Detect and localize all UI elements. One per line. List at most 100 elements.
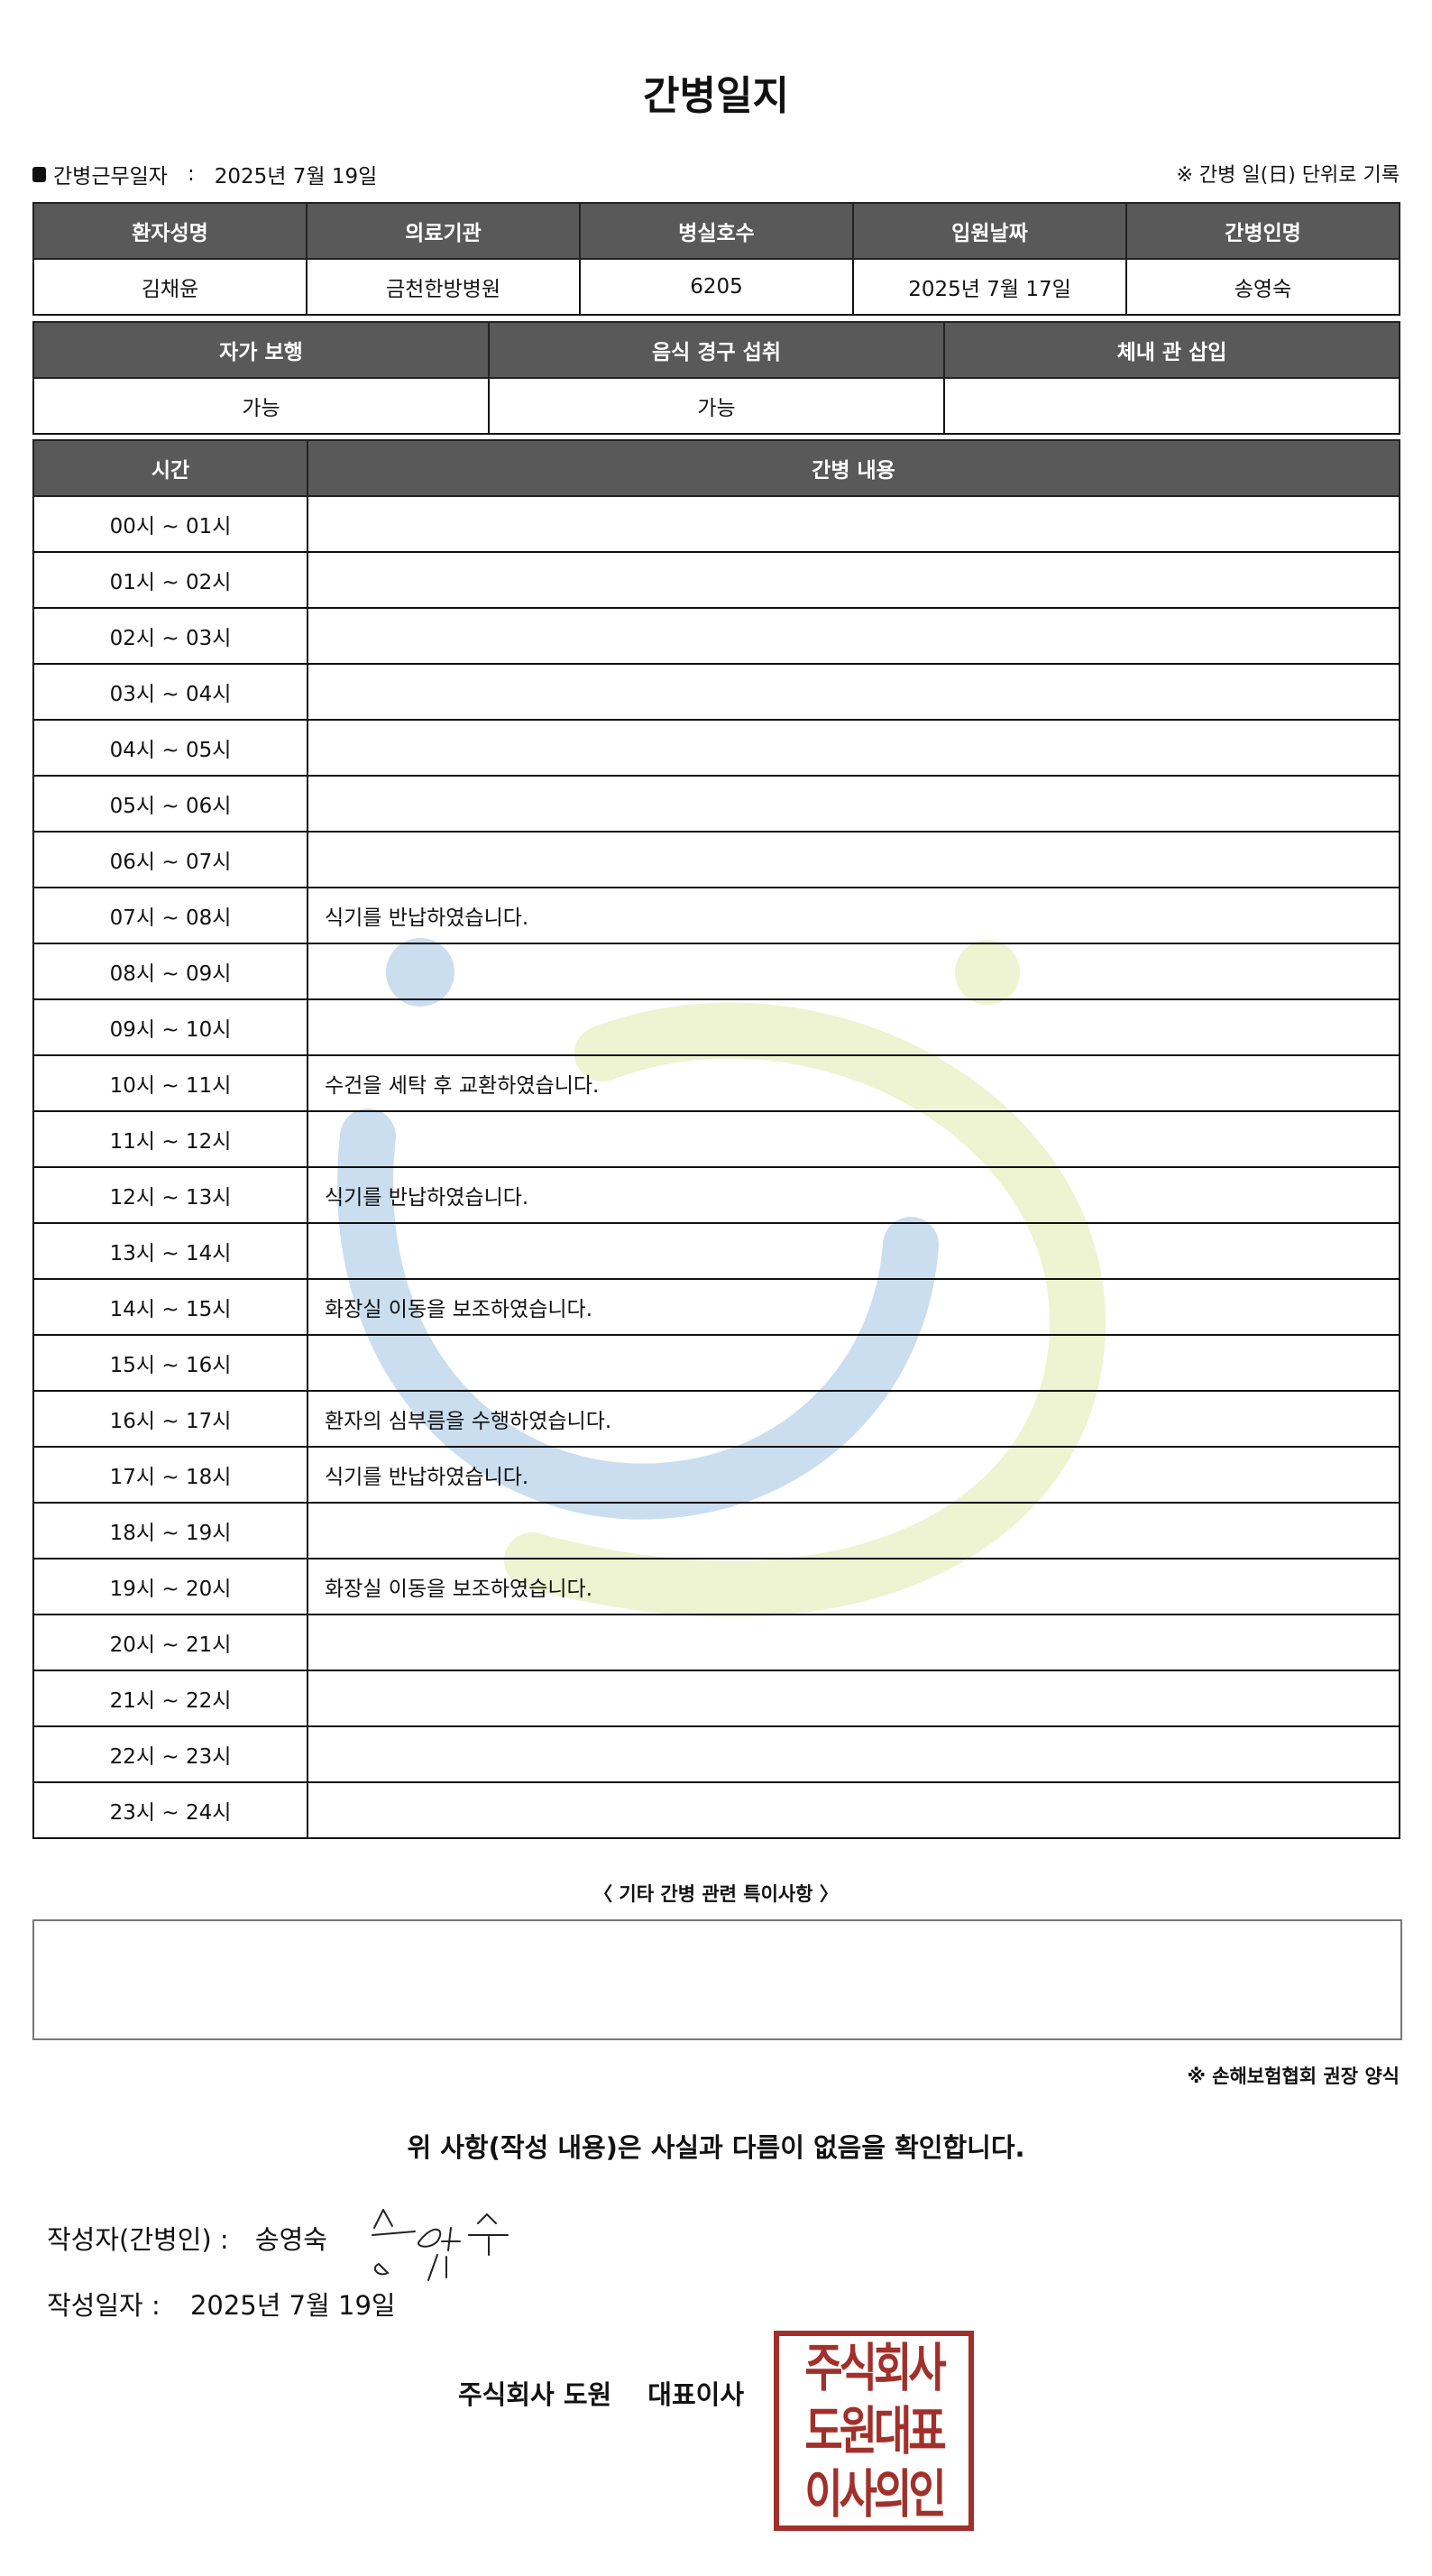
header-cell: 병실호수: [579, 202, 854, 260]
written-date-label: 작성일자 :: [47, 2290, 161, 2321]
page-title: 간병일지: [643, 73, 789, 119]
table-row: 18시 ~ 19시: [32, 1502, 1400, 1559]
seal-line: 이사의인: [804, 2463, 946, 2525]
care-content-cell: 식기를 반납하였습니다.: [307, 887, 1400, 944]
table-row: 14시 ~ 15시 화장실 이동을 보조하였습니다.: [32, 1278, 1400, 1336]
table-row: 15시 ~ 16시: [32, 1334, 1400, 1392]
written-date-value: 2025년 7월 19일: [189, 2290, 396, 2321]
care-content-cell: [307, 1614, 1400, 1671]
seal-line: 도원대표: [804, 2400, 946, 2461]
company-title: 대표이사: [647, 2379, 745, 2410]
table-row: 04시 ~ 05시: [32, 719, 1400, 777]
work-date: 간병근무일자 : 2025년 7월 19일: [32, 159, 377, 189]
self-walking: 가능: [32, 377, 490, 435]
time-cell: 01시 ~ 02시: [32, 551, 308, 609]
care-content-cell: [307, 607, 1400, 665]
work-date-label: 간병근무일자: [53, 165, 168, 189]
room-number: 6205: [579, 258, 854, 316]
header-cell: 간병인명: [1125, 202, 1400, 260]
time-cell: 12시 ~ 13시: [32, 1166, 308, 1224]
care-content-cell: 환자의 심부름을 수행하였습니다.: [307, 1390, 1400, 1448]
time-cell: 02시 ~ 03시: [32, 607, 308, 665]
care-content-cell: 식기를 반납하였습니다.: [307, 1446, 1400, 1504]
writer-name: 송영숙: [254, 2224, 327, 2255]
table-row: 19시 ~ 20시 화장실 이동을 보조하였습니다.: [32, 1558, 1400, 1615]
time-cell: 21시 ~ 22시: [32, 1670, 308, 1727]
care-content-cell: [307, 551, 1400, 609]
time-cell: 18시 ~ 19시: [32, 1502, 308, 1559]
table-row: 11시 ~ 12시: [32, 1110, 1400, 1168]
time-cell: 16시 ~ 17시: [32, 1390, 308, 1448]
care-log-table: 시간 간병 내용 00시 ~ 01시 01시 ~ 02시 02시 ~ 03시 03시 …: [32, 439, 1400, 1839]
care-content-cell: [307, 1110, 1400, 1168]
written-date-line: 작성일자 : 2025년 7월 19일: [47, 2285, 396, 2323]
notes-box: [32, 1919, 1402, 2040]
table-row: 13시 ~ 14시: [32, 1222, 1400, 1280]
header-cell: 체내 관 삽입: [943, 321, 1400, 379]
care-content-cell: [307, 719, 1400, 777]
care-content-cell: 화장실 이동을 보조하였습니다.: [307, 1278, 1400, 1336]
table-row: 00시 ~ 01시: [32, 495, 1400, 553]
time-cell: 19시 ~ 20시: [32, 1558, 308, 1615]
time-cell: 23시 ~ 24시: [32, 1781, 308, 1839]
table-row: 10시 ~ 11시 수건을 세탁 후 교환하였습니다.: [32, 1054, 1400, 1112]
table-row: 22시 ~ 23시: [32, 1725, 1400, 1783]
care-content-cell: [307, 1222, 1400, 1280]
time-cell: 00시 ~ 01시: [32, 495, 308, 553]
care-content-cell: 화장실 이동을 보조하였습니다.: [307, 1558, 1400, 1615]
patient-name: 김채윤: [32, 258, 308, 316]
work-date-sep: :: [187, 162, 195, 186]
care-content-cell: [307, 1781, 1400, 1839]
work-date-value: 2025년 7월 19일: [214, 165, 378, 189]
table-row: 08시 ~ 09시: [32, 943, 1400, 1000]
admission-date: 2025년 7월 17일: [852, 258, 1127, 316]
table-row: 05시 ~ 06시: [32, 775, 1400, 833]
seal-line: 주식회사: [804, 2337, 946, 2398]
care-content-cell: [307, 775, 1400, 833]
hospital: 금천한방병원: [306, 258, 581, 316]
time-cell: 03시 ~ 04시: [32, 663, 308, 721]
time-cell: 15시 ~ 16시: [32, 1334, 308, 1392]
writer-line: 작성자(간병인) : 송영숙: [47, 2219, 345, 2257]
time-cell: 04시 ~ 05시: [32, 719, 308, 777]
care-content-cell: [307, 831, 1400, 888]
caregiver-name: 송영숙: [1125, 258, 1400, 316]
header-cell: 환자성명: [32, 202, 308, 260]
header-cell: 음식 경구 섭취: [488, 321, 945, 379]
writer-label: 작성자(간병인) :: [47, 2224, 229, 2255]
table-row: 17시 ~ 18시 식기를 반납하였습니다.: [32, 1446, 1400, 1504]
table-row: 12시 ~ 13시 식기를 반납하였습니다.: [32, 1166, 1400, 1224]
header-cell: 자가 보행: [32, 321, 490, 379]
tube-insertion: [943, 377, 1400, 435]
time-cell: 06시 ~ 07시: [32, 831, 308, 888]
notes-title: 〈 기타 간병 관련 특이사항 〉: [593, 1883, 839, 1905]
care-content-cell: 식기를 반납하였습니다.: [307, 1166, 1400, 1224]
table-row: 07시 ~ 08시 식기를 반납하였습니다.: [32, 887, 1400, 944]
time-cell: 05시 ~ 06시: [32, 775, 308, 833]
header-cell: 의료기관: [306, 202, 581, 260]
header-cell: 입원날짜: [852, 202, 1127, 260]
table-row: 21시 ~ 22시: [32, 1670, 1400, 1727]
time-cell: 10시 ~ 11시: [32, 1054, 308, 1112]
table-row: 01시 ~ 02시: [32, 551, 1400, 609]
confirmation-statement: 위 사항(작성 내용)은 사실과 다름이 없음을 확인합니다.: [407, 2132, 1025, 2163]
care-content-cell: [307, 943, 1400, 1000]
handwritten-signature: [372, 2209, 509, 2281]
table-row: 06시 ~ 07시: [32, 831, 1400, 888]
time-cell: 09시 ~ 10시: [32, 998, 308, 1056]
care-content-cell: [307, 1334, 1400, 1392]
bullet-square-icon: [32, 166, 46, 182]
time-cell: 22시 ~ 23시: [32, 1725, 308, 1783]
table-row: 23시 ~ 24시: [32, 1781, 1400, 1839]
time-cell: 07시 ~ 08시: [32, 887, 308, 944]
time-cell: 11시 ~ 12시: [32, 1110, 308, 1168]
table-row: 20시 ~ 21시: [32, 1614, 1400, 1671]
patient-status-table: 자가 보행 음식 경구 섭취 체내 관 삽입 가능 가능: [32, 321, 1400, 435]
care-content-cell: [307, 998, 1400, 1056]
care-content-cell: [307, 663, 1400, 721]
table-row: 16시 ~ 17시 환자의 심부름을 수행하였습니다.: [32, 1390, 1400, 1448]
care-content-cell: 수건을 세탁 후 교환하였습니다.: [307, 1054, 1400, 1112]
time-cell: 20시 ~ 21시: [32, 1614, 308, 1671]
time-cell: 13시 ~ 14시: [32, 1222, 308, 1280]
care-content-cell: [307, 495, 1400, 553]
